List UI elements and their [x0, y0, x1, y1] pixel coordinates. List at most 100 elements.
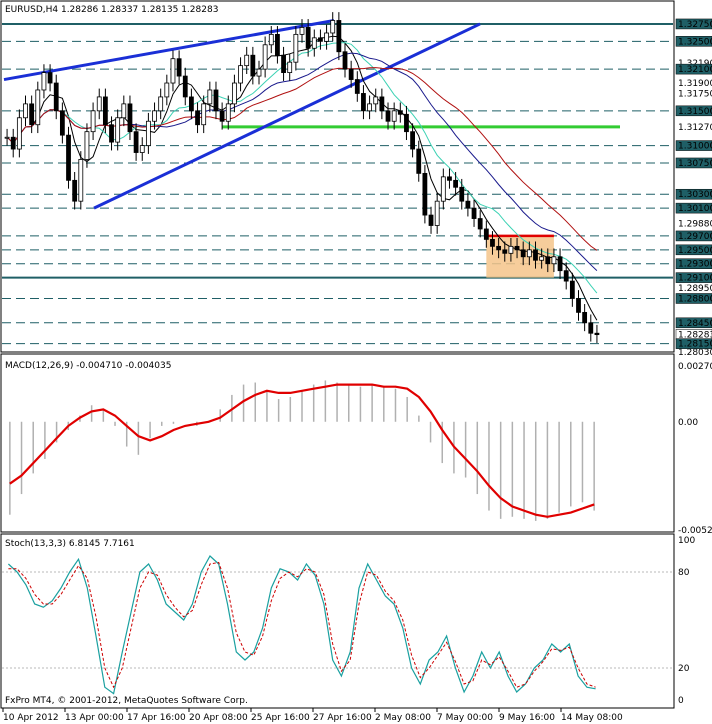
candle-body — [72, 179, 78, 202]
candle-body — [477, 218, 483, 230]
candle-body — [10, 136, 16, 150]
price-plot-layer — [2, 12, 673, 345]
candle-body — [262, 44, 268, 70]
candle-body — [275, 33, 280, 56]
candle-body — [422, 172, 428, 216]
price-tick-label: 1.32500 — [678, 37, 712, 47]
candle-body — [195, 110, 200, 126]
price-chart-title: EURUSD,H4 1.28286 1.28337 1.28135 1.2828… — [5, 5, 218, 15]
candle-body — [569, 280, 575, 299]
candle-body — [465, 200, 471, 209]
candle-body — [397, 110, 403, 115]
macd-panel — [0, 353, 675, 533]
candle-body — [121, 103, 127, 119]
time-tick-label: 13 Apr 00:00 — [65, 713, 124, 723]
candle-body — [526, 249, 532, 258]
candle-body — [152, 110, 157, 122]
candle-body — [201, 103, 207, 126]
price-panel — [0, 0, 675, 353]
stoch-tick-label: 0 — [678, 696, 684, 706]
candle-body — [348, 68, 354, 80]
candle-body — [490, 239, 495, 247]
price-label-box — [675, 188, 712, 200]
price-tick-label: 1.31500 — [678, 107, 712, 117]
candle-body — [170, 58, 176, 84]
candle-body — [109, 124, 114, 143]
candle-body — [35, 89, 41, 126]
candle-body — [539, 256, 545, 261]
candle-body — [416, 148, 422, 174]
candle-body — [84, 131, 90, 160]
candle-body — [256, 68, 262, 77]
candle-body — [293, 33, 299, 63]
candle-body — [145, 120, 151, 146]
candle-body — [23, 103, 28, 119]
candle-body — [563, 270, 569, 282]
candle-body — [78, 159, 84, 202]
candle-body — [90, 110, 96, 133]
price-tick-label: 1.29700 — [678, 232, 712, 242]
candle-body — [514, 245, 520, 251]
price-tick-label: 1.30300 — [678, 190, 712, 200]
candle-body — [96, 96, 102, 112]
candle-body — [299, 27, 305, 35]
time-tick-label: 2 May 08:00 — [375, 713, 431, 723]
time-tick-label: 27 Apr 16:00 — [313, 713, 372, 723]
candle-body — [508, 245, 514, 254]
candle-body — [533, 249, 538, 261]
candle-body — [115, 117, 121, 143]
candle-body — [213, 89, 219, 112]
price-tick-label: 1.29880 — [678, 219, 712, 229]
candle-body — [410, 131, 415, 150]
macd-plot-layer — [9, 380, 595, 521]
price-tick-label: 1.28283 — [678, 330, 712, 340]
candle-body — [164, 82, 170, 98]
time-tick-label: 7 May 00:00 — [437, 713, 493, 723]
candle-body — [268, 33, 274, 46]
price-tick-label: 1.31900 — [678, 79, 712, 89]
candle-body — [404, 113, 409, 133]
candle-body — [133, 131, 139, 153]
candle-body — [367, 103, 372, 112]
candle-body — [342, 51, 348, 70]
candle-body — [379, 96, 385, 112]
candle-body — [281, 54, 286, 74]
stoch-tick-label: 80 — [678, 568, 690, 578]
time-tick-label: 10 Apr 2012 — [3, 713, 59, 723]
candle-body — [4, 136, 10, 139]
price-label-box — [675, 140, 712, 151]
candle-body — [520, 249, 526, 258]
candle-body — [158, 96, 164, 112]
price-label-box — [675, 36, 712, 47]
candle-body — [232, 82, 237, 105]
candle-body — [139, 145, 145, 153]
candle-body — [588, 322, 594, 334]
candle-body — [502, 249, 508, 254]
candle-body — [59, 110, 65, 136]
candle-body — [545, 256, 551, 265]
candle-body — [324, 32, 329, 42]
price-tick-label: 1.30100 — [678, 204, 712, 214]
price-label-box — [675, 338, 712, 349]
candle-body — [373, 96, 379, 105]
candle-body — [250, 54, 256, 77]
candle-body — [440, 176, 446, 202]
macd-signal-line — [9, 383, 595, 518]
candle-body — [29, 103, 35, 126]
time-tick-label: 14 May 08:00 — [561, 713, 623, 723]
macd-tick-label: 0.00 — [678, 418, 698, 428]
price-label-box — [675, 230, 712, 242]
price-label-box — [675, 157, 712, 169]
candle-body — [582, 311, 588, 324]
price-tick-label: 1.28800 — [678, 294, 712, 304]
candle-body — [551, 256, 557, 265]
candle-body — [127, 103, 133, 133]
candle-body — [305, 27, 311, 49]
stoch-tick-label: 100 — [678, 536, 695, 546]
price-tick-label: 1.29100 — [678, 274, 712, 284]
time-tick-label: 17 Apr 16:00 — [127, 713, 186, 723]
price-label-box — [675, 202, 712, 214]
price-tick-label: 1.28450 — [678, 319, 712, 329]
candle-body — [102, 96, 108, 126]
